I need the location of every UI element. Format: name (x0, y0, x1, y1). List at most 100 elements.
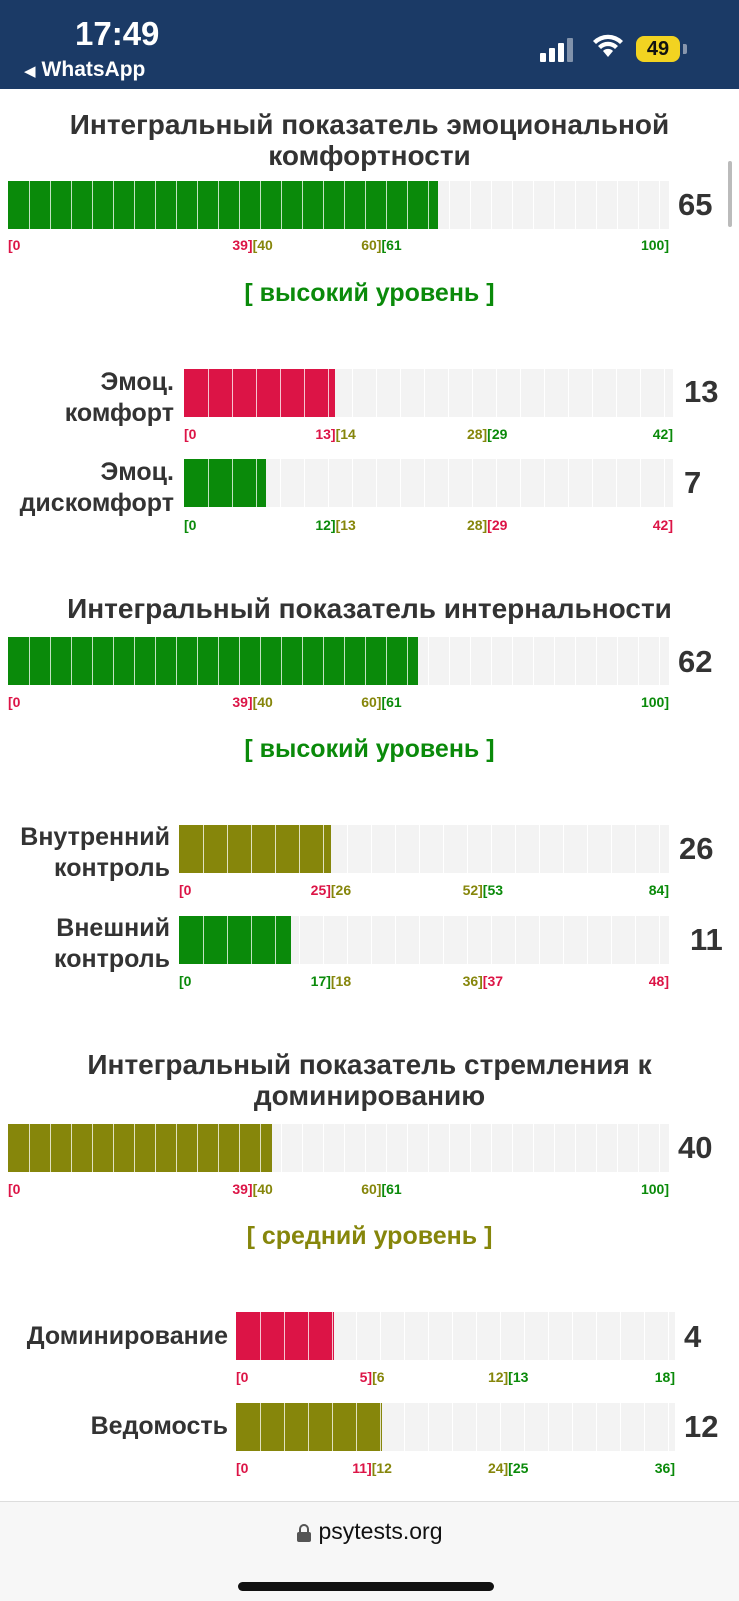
bar-segment-divider (500, 1403, 501, 1451)
bar-fill (179, 916, 292, 964)
bar-fill (8, 181, 438, 229)
bar-segment-divider (92, 637, 93, 685)
bar-segment-divider (29, 181, 30, 229)
results-content[interactable]: Интегральный показатель эмоциональной ко… (0, 89, 739, 1501)
bar-segment-divider (380, 1403, 381, 1451)
bar-segment-divider (299, 825, 300, 873)
bar-segment-divider (533, 637, 534, 685)
section-title-internality: Интегральный показатель интернальности (67, 593, 672, 624)
bar-segment-divider (568, 369, 569, 417)
bar-segment-divider (155, 637, 156, 685)
clock: 17:49 (75, 15, 160, 52)
scale-tick-label: 100] (640, 237, 669, 253)
back-to-app-button[interactable]: ◀ WhatsApp (24, 58, 145, 82)
address-bar[interactable]: psytests.org (0, 1518, 739, 1545)
scale-tick-label: 13][14 (315, 426, 356, 442)
bar-segment-divider (260, 181, 261, 229)
bar-segment-divider (323, 181, 324, 229)
bar-segment-divider (524, 1312, 525, 1360)
bar-segment-divider (424, 459, 425, 507)
scale-tick-label: [0 (184, 426, 197, 442)
bar-segment-divider (239, 637, 240, 685)
bar-segment-divider (491, 181, 492, 229)
bar-segment-divider (620, 1403, 621, 1451)
scale-tick-label: 12][13 (487, 1369, 529, 1385)
bar-segment-divider (668, 1312, 669, 1360)
bar-segment-divider (616, 459, 617, 507)
bar-segment-divider (520, 459, 521, 507)
scale-tick-label: 17][18 (310, 973, 352, 989)
bar-segment-divider (572, 1312, 573, 1360)
scale-tick-label: [0 (236, 1460, 249, 1476)
sub-score-scale: [0 11][12 24][25 36] (236, 1460, 675, 1478)
bar-segment-divider (376, 459, 377, 507)
scale-tick-label: [0 (8, 237, 21, 253)
bar-segment-divider (664, 459, 665, 507)
bar-segment-divider (344, 637, 345, 685)
bar-fill (184, 459, 266, 507)
bar-segment-divider (668, 1403, 669, 1451)
bar-segment-divider (563, 825, 564, 873)
bar-segment-divider (452, 1403, 453, 1451)
bar-segment-divider (71, 1124, 72, 1172)
scale-tick-label: 36] (654, 1460, 675, 1476)
bar-segment-divider (644, 1403, 645, 1451)
bar-segment-divider (275, 825, 276, 873)
bar-segment-divider (635, 825, 636, 873)
bar-segment-divider (203, 916, 204, 964)
scale-tick-label: 39][40 (232, 237, 273, 253)
scale-tick-label: 60][61 (361, 694, 402, 710)
label-line: Внутренний (20, 823, 170, 851)
bar-segment-divider (404, 1312, 405, 1360)
bar-fill (8, 1124, 273, 1172)
label-line: контроль (54, 854, 170, 882)
bar-segment-divider (524, 1403, 525, 1451)
bar-segment-divider (563, 916, 564, 964)
bar-segment-divider (197, 637, 198, 685)
page-scrollbar[interactable] (728, 161, 732, 227)
label-line: Эмоц. (100, 368, 174, 396)
bar-segment-divider (404, 1403, 405, 1451)
sub-score-value: 11 (690, 922, 723, 957)
scale-tick-label: [0 (8, 694, 21, 710)
scale-tick-label: 39][40 (232, 694, 273, 710)
bar-segment-divider (218, 181, 219, 229)
bar-segment-divider (587, 916, 588, 964)
bar-segment-divider (302, 181, 303, 229)
bar-segment-divider (407, 637, 408, 685)
bar-segment-divider (470, 637, 471, 685)
sub-label-submissiveness: Ведомость (0, 1411, 228, 1442)
sub-score-value: 26 (679, 831, 714, 866)
bar-segment-divider (617, 181, 618, 229)
sub-label-emotional-comfort: Эмоц. комфорт (0, 367, 174, 429)
bar-segment-divider (539, 825, 540, 873)
bar-segment-divider (92, 181, 93, 229)
sub-score-value: 12 (684, 1409, 719, 1444)
bar-segment-divider (476, 1403, 477, 1451)
bar-fill (179, 825, 331, 873)
bar-segment-divider (448, 459, 449, 507)
scale-tick-label: 28][29 (466, 517, 508, 533)
section-title-dominance: Интегральный показатель стремления к дом… (87, 1049, 652, 1111)
bar-segment-divider (467, 916, 468, 964)
back-app-label: WhatsApp (41, 58, 146, 81)
bar-segment-divider (256, 369, 257, 417)
bar-segment-divider (470, 1124, 471, 1172)
sub-score-bar (184, 369, 673, 417)
bar-segment-divider (616, 369, 617, 417)
bar-segment-divider (134, 637, 135, 685)
scale-tick-label: 36][37 (462, 973, 504, 989)
bar-segment-divider (596, 181, 597, 229)
sub-score-bar (236, 1312, 675, 1360)
bar-segment-divider (260, 1124, 261, 1172)
bar-segment-divider (554, 181, 555, 229)
bar-segment-divider (284, 1403, 285, 1451)
sub-score-value: 13 (684, 374, 719, 409)
label-line: дискомфорт (19, 489, 174, 517)
bar-segment-divider (365, 181, 366, 229)
home-indicator[interactable] (238, 1582, 494, 1591)
scale-tick-label: 39][40 (232, 1181, 273, 1197)
bar-segment-divider (395, 825, 396, 873)
bar-segment-divider (500, 1312, 501, 1360)
lock-icon (296, 1523, 311, 1542)
